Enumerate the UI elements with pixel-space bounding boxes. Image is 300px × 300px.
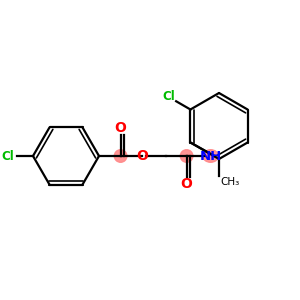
Text: O: O xyxy=(181,178,193,191)
Text: Cl: Cl xyxy=(1,149,14,163)
Ellipse shape xyxy=(114,150,127,162)
Text: O: O xyxy=(136,149,148,163)
Text: NH: NH xyxy=(200,149,222,163)
Ellipse shape xyxy=(203,150,218,162)
Text: O: O xyxy=(115,121,127,134)
Ellipse shape xyxy=(180,150,193,162)
Text: Cl: Cl xyxy=(162,90,175,103)
Text: CH₃: CH₃ xyxy=(220,177,240,187)
